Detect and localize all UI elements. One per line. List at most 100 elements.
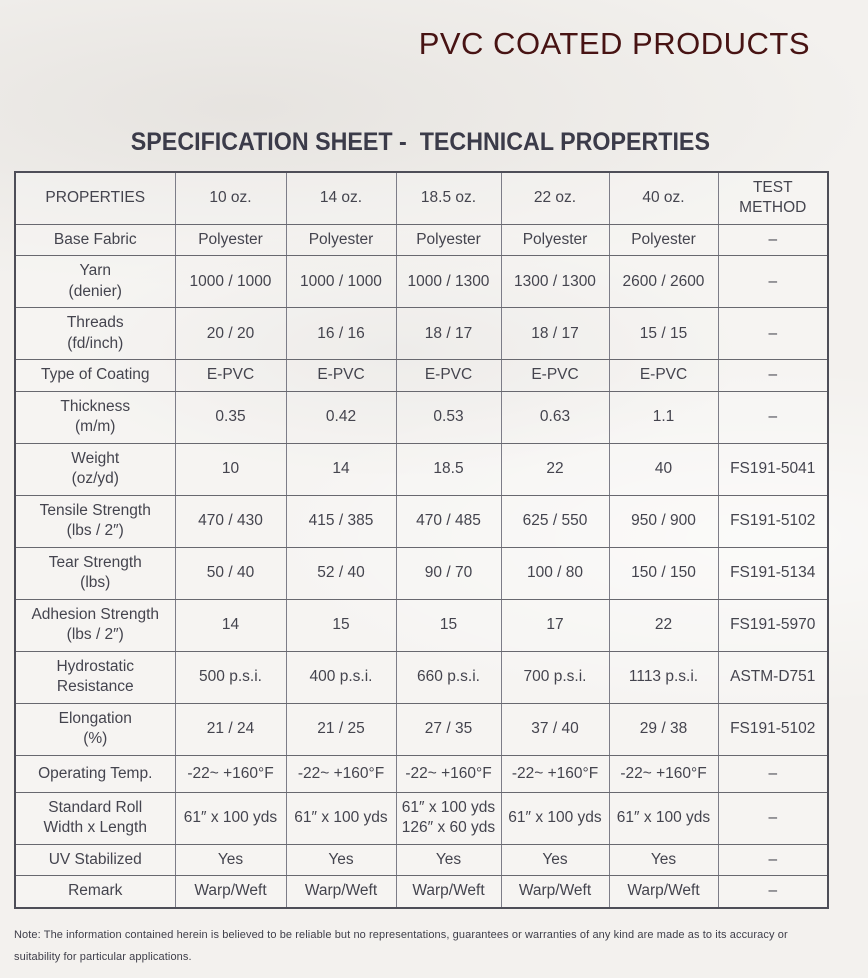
footnote: Note: The information contained herein i… <box>14 928 788 963</box>
property-label: Type of Coating <box>14 359 176 392</box>
value-cell: E-PVC <box>174 359 287 392</box>
table-row: Tensile Strength (lbs / 2″) 470 / 430 415 … <box>14 494 829 548</box>
value-cell: 950 / 900 <box>608 494 719 548</box>
page-title: PVC COATED PRODUCTS <box>418 26 810 61</box>
value-cell: Polyester <box>500 223 610 257</box>
value-cell: 15 <box>285 598 397 652</box>
value-cell: -22~ +160°F <box>608 754 719 793</box>
property-label: Remark <box>14 875 176 909</box>
value-cell: 61″ x 100 yds <box>608 791 719 845</box>
column-header: 10 oz. <box>174 171 287 225</box>
test-method-cell: – <box>717 223 829 257</box>
value-cell: 660 p.s.i. <box>395 650 502 704</box>
value-cell: Yes <box>174 843 287 877</box>
value-cell: Warp/Weft <box>500 875 610 909</box>
test-method-cell: FS191-5102 <box>717 494 829 548</box>
property-label: Weight (oz/yd) <box>14 442 176 496</box>
value-cell: 0.42 <box>285 390 397 444</box>
value-cell: 1113 p.s.i. <box>608 650 719 704</box>
table-row: Remark Warp/Weft Warp/Weft Warp/Weft Warp/We… <box>14 875 829 909</box>
test-method-cell: FS191-5102 <box>717 702 829 756</box>
value-cell: 0.35 <box>174 390 287 444</box>
value-cell: 150 / 150 <box>608 546 719 600</box>
value-cell: 21 / 24 <box>174 702 287 756</box>
value-cell: Polyester <box>395 223 502 257</box>
value-cell: 29 / 38 <box>608 702 719 756</box>
property-label: Threads (fd/inch) <box>14 307 176 361</box>
column-header: 14 oz. <box>285 171 397 225</box>
value-cell: -22~ +160°F <box>174 754 287 793</box>
value-cell: Warp/Weft <box>395 875 502 909</box>
test-method-cell: – <box>717 307 829 361</box>
table-row: Type of Coating E-PVC E-PVC E-PVC E-PVC E-PVC… <box>14 359 829 392</box>
value-cell: 61″ x 100 yds <box>285 791 397 845</box>
test-method-cell: FS191-5970 <box>717 598 829 652</box>
value-cell: 415 / 385 <box>285 494 397 548</box>
property-label: Thickness (m/m) <box>14 390 176 444</box>
value-cell: 16 / 16 <box>285 307 397 361</box>
test-method-cell: – <box>717 359 829 392</box>
test-method-cell: FS191-5041 <box>717 442 829 496</box>
test-method-cell: – <box>717 875 829 909</box>
value-cell: 0.63 <box>500 390 610 444</box>
value-cell: 18.5 <box>395 442 502 496</box>
value-cell: Yes <box>285 843 397 877</box>
value-cell: 18 / 17 <box>500 307 610 361</box>
value-cell: Warp/Weft <box>608 875 719 909</box>
value-cell: E-PVC <box>608 359 719 392</box>
table-row: Tear Strength (lbs) 50 / 40 52 / 40 90 / 70… <box>14 546 829 600</box>
spec-table-body: Base Fabric Polyester Polyester Polyester Po… <box>14 223 829 909</box>
value-cell: 18 / 17 <box>395 307 502 361</box>
property-label: Hydrostatic Resistance <box>14 650 176 704</box>
table-row: Thickness (m/m) 0.35 0.42 0.53 0.63 1.1– <box>14 390 829 444</box>
value-cell: Polyester <box>174 223 287 257</box>
value-cell: E-PVC <box>500 359 610 392</box>
value-cell: Yes <box>500 843 610 877</box>
value-cell: 61″ x 100 yds <box>500 791 610 845</box>
column-header: TEST METHOD <box>717 171 829 225</box>
value-cell: 22 <box>500 442 610 496</box>
test-method-cell: FS191-5134 <box>717 546 829 600</box>
value-cell: 15 <box>395 598 502 652</box>
table-row: Threads (fd/inch) 20 / 20 16 / 16 18 / 17 18… <box>14 307 829 361</box>
value-cell: 2600 / 2600 <box>608 255 719 309</box>
value-cell: Yes <box>395 843 502 877</box>
value-cell: 52 / 40 <box>285 546 397 600</box>
property-label: Adhesion Strength (lbs / 2″) <box>14 598 176 652</box>
value-cell: Warp/Weft <box>174 875 287 909</box>
value-cell: -22~ +160°F <box>500 754 610 793</box>
sheet-subtitle-wrap: SPECIFICATION SHEET - TECHNICAL PROPERTI… <box>14 128 827 157</box>
column-header: 18.5 oz. <box>395 171 502 225</box>
property-label: Operating Temp. <box>14 754 176 793</box>
table-row: Base Fabric Polyester Polyester Polyester Po… <box>14 223 829 257</box>
value-cell: 1.1 <box>608 390 719 444</box>
table-row: Standard Roll Width x Length 61″ x 100 yd… <box>14 791 829 845</box>
value-cell: Warp/Weft <box>285 875 397 909</box>
property-label: Elongation (%) <box>14 702 176 756</box>
value-cell: 1000 / 1000 <box>285 255 397 309</box>
value-cell: 1000 / 1300 <box>395 255 502 309</box>
value-cell: 17 <box>500 598 610 652</box>
test-method-cell: – <box>717 843 829 877</box>
value-cell: 1300 / 1300 <box>500 255 610 309</box>
test-method-cell: – <box>717 390 829 444</box>
value-cell: 20 / 20 <box>174 307 287 361</box>
value-cell: E-PVC <box>285 359 397 392</box>
value-cell: 27 / 35 <box>395 702 502 756</box>
value-cell: 40 <box>608 442 719 496</box>
column-header: 22 oz. <box>500 171 610 225</box>
value-cell: 61″ x 100 yds <box>174 791 287 845</box>
spec-table: PROPERTIES 10 oz. 14 oz. 18.5 oz. 22 oz. 40 o… <box>14 171 829 909</box>
test-method-cell: – <box>717 754 829 793</box>
property-label: Tensile Strength (lbs / 2″) <box>14 494 176 548</box>
property-label: Base Fabric <box>14 223 176 257</box>
value-cell: -22~ +160°F <box>285 754 397 793</box>
test-method-cell: ASTM-D751 <box>717 650 829 704</box>
test-method-cell: – <box>717 791 829 845</box>
test-method-cell: – <box>717 255 829 309</box>
column-header: 40 oz. <box>608 171 719 225</box>
property-label: Standard Roll Width x Length <box>14 791 176 845</box>
table-row: Operating Temp. -22~ +160°F -22~ +160°F -22… <box>14 754 829 793</box>
table-header-row: PROPERTIES 10 oz. 14 oz. 18.5 oz. 22 oz. 40 o… <box>14 171 829 225</box>
value-cell: 0.53 <box>395 390 502 444</box>
